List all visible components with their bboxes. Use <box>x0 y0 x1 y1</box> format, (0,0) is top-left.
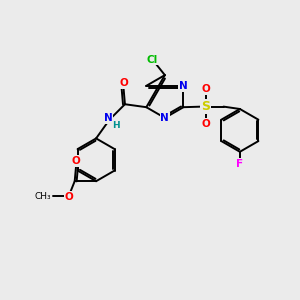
Text: O: O <box>119 78 128 88</box>
Text: N: N <box>103 113 112 123</box>
Text: CH₃: CH₃ <box>35 192 52 201</box>
Text: O: O <box>72 156 81 166</box>
Text: S: S <box>201 100 210 113</box>
Text: O: O <box>201 119 210 129</box>
Text: O: O <box>64 192 73 202</box>
Text: Cl: Cl <box>147 55 158 64</box>
Text: N: N <box>160 113 169 123</box>
Text: H: H <box>112 121 120 130</box>
Text: N: N <box>179 81 188 91</box>
Text: F: F <box>236 159 243 169</box>
Text: O: O <box>201 84 210 94</box>
